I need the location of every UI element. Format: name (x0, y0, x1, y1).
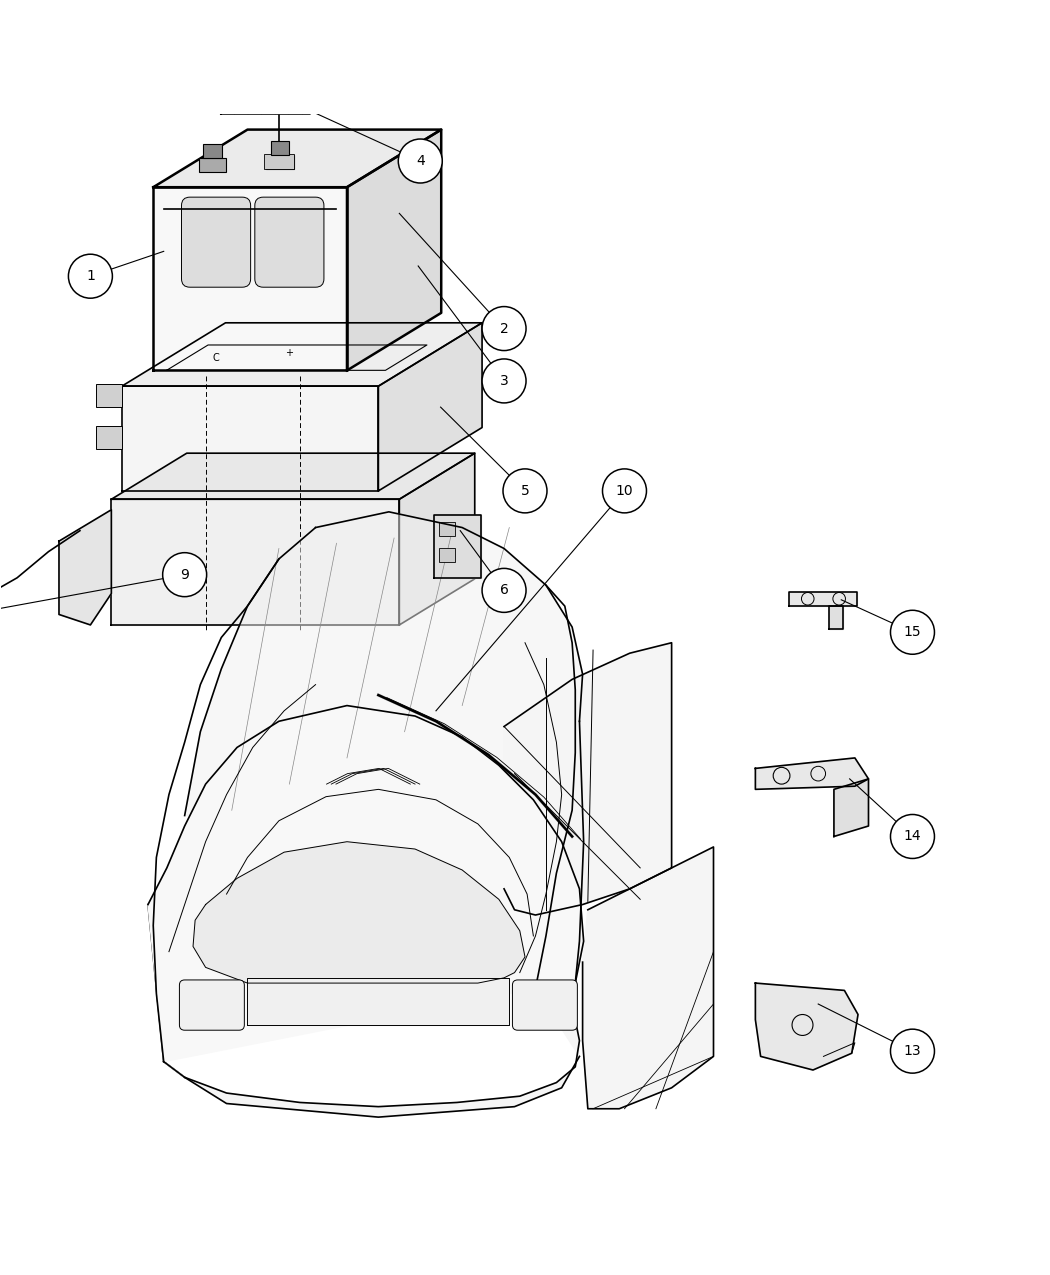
Circle shape (398, 139, 442, 184)
Polygon shape (504, 643, 672, 915)
Polygon shape (834, 779, 868, 836)
Bar (267, 154, 294, 170)
Bar (271, 142, 290, 154)
Bar (96, 384, 122, 407)
Polygon shape (122, 323, 482, 386)
Bar (198, 158, 226, 172)
Text: 6: 6 (500, 584, 508, 598)
Text: 10: 10 (615, 484, 633, 499)
Text: C: C (212, 353, 219, 363)
Text: +: + (285, 348, 293, 358)
Polygon shape (153, 187, 346, 371)
Polygon shape (111, 500, 399, 625)
Text: 4: 4 (416, 154, 424, 168)
Bar (439, 548, 455, 562)
Polygon shape (583, 847, 714, 1109)
Circle shape (603, 469, 647, 513)
Circle shape (890, 611, 934, 654)
Circle shape (163, 552, 207, 597)
Circle shape (503, 469, 547, 513)
Circle shape (482, 569, 526, 612)
FancyBboxPatch shape (255, 198, 324, 287)
Bar (203, 144, 222, 158)
Polygon shape (59, 510, 111, 625)
Circle shape (482, 360, 526, 403)
Polygon shape (185, 511, 583, 831)
Polygon shape (248, 978, 509, 1025)
Polygon shape (828, 606, 843, 629)
Polygon shape (148, 705, 584, 1062)
Polygon shape (193, 842, 525, 983)
FancyBboxPatch shape (182, 198, 251, 287)
Polygon shape (434, 515, 481, 578)
Text: 15: 15 (904, 625, 921, 639)
Polygon shape (755, 983, 858, 1070)
Text: 3: 3 (500, 374, 508, 388)
Polygon shape (122, 386, 378, 491)
Polygon shape (220, 101, 329, 113)
Circle shape (890, 1029, 934, 1074)
FancyBboxPatch shape (512, 980, 578, 1030)
Text: 5: 5 (521, 484, 529, 499)
Polygon shape (346, 130, 441, 371)
Polygon shape (378, 323, 482, 491)
Polygon shape (755, 757, 868, 789)
Circle shape (482, 306, 526, 351)
Polygon shape (153, 130, 441, 187)
Text: 13: 13 (904, 1044, 921, 1058)
Polygon shape (399, 453, 475, 625)
Polygon shape (789, 593, 857, 606)
Text: 9: 9 (181, 567, 189, 581)
Circle shape (68, 254, 112, 298)
Circle shape (890, 815, 934, 858)
Polygon shape (164, 988, 580, 1117)
Polygon shape (111, 453, 475, 500)
Bar (439, 523, 455, 536)
Bar (96, 426, 122, 449)
Text: 1: 1 (86, 269, 94, 283)
Text: 2: 2 (500, 321, 508, 335)
Text: 14: 14 (904, 830, 921, 844)
Bar (265, 154, 294, 170)
FancyBboxPatch shape (180, 980, 245, 1030)
